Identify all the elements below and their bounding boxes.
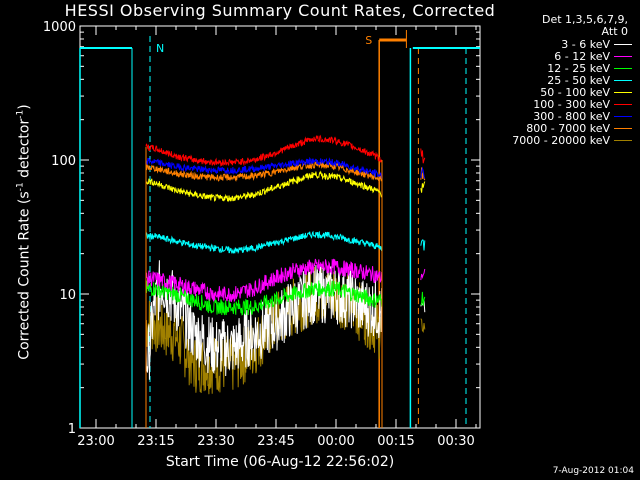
series-line [145, 156, 383, 179]
legend-swatch [614, 91, 632, 93]
plot-frame [79, 25, 481, 429]
x-axis-label: Start Time (06-Aug-12 22:56:02) [165, 454, 395, 470]
series-line [420, 268, 426, 281]
series-line [420, 167, 426, 181]
series-line [145, 280, 383, 316]
legend-item-label: 100 - 300 keV [533, 97, 610, 111]
annotation-n: N [156, 42, 164, 55]
x-tick-label: 23:30 [197, 434, 234, 449]
legend-item: 12 - 25 keV [486, 61, 636, 75]
y-tick-label: 10 [59, 288, 76, 303]
series-line [420, 318, 426, 333]
legend-item-label: 50 - 100 keV [540, 85, 610, 99]
x-tick-label: 00:30 [437, 434, 474, 449]
legend-item: 300 - 800 keV [486, 109, 636, 123]
legend-item: 25 - 50 keV [486, 73, 636, 87]
y-tick-label: 1 [68, 422, 76, 437]
series-line [145, 258, 383, 303]
legend-item-label: 12 - 25 keV [547, 61, 610, 75]
series-line [145, 170, 383, 203]
x-tick-label: 00:15 [377, 434, 414, 449]
legend-item: 7000 - 20000 keV [486, 133, 636, 147]
legend-header-line1: Det 1,3,5,6,7,9, [541, 13, 628, 26]
legend-swatch [614, 103, 632, 105]
legend-item-label: 3 - 6 keV [561, 37, 610, 51]
legend-item: 100 - 300 keV [486, 97, 636, 111]
legend-item-label: 25 - 50 keV [547, 73, 610, 87]
series-line [145, 134, 383, 167]
x-tick-label: 23:45 [257, 434, 294, 449]
series-line [420, 181, 426, 193]
series-line [420, 148, 426, 164]
series-line [420, 239, 426, 251]
series-line [420, 166, 426, 179]
x-tick-label: 00:00 [317, 434, 354, 449]
legend-swatch [614, 67, 632, 69]
legend-swatch [614, 127, 632, 129]
x-tick-label: 23:15 [137, 434, 174, 449]
legend-item-label: 300 - 800 keV [533, 109, 610, 123]
annotation-s: S [365, 34, 372, 47]
y-tick-label: 1000 [43, 20, 76, 35]
y-axis-label-end: ) [16, 104, 33, 110]
legend-swatch [614, 43, 632, 45]
y-axis-label-sup2: -1 [15, 109, 26, 119]
legend-swatch [614, 79, 632, 81]
legend-item: 3 - 6 keV [486, 37, 636, 51]
legend-item: 50 - 100 keV [486, 85, 636, 99]
chart-title: HESSI Observing Summary Count Rates, Cor… [64, 1, 496, 20]
series-line [145, 161, 383, 182]
legend-item: 800 - 7000 keV [486, 121, 636, 135]
legend-swatch [614, 55, 632, 57]
y-axis-label-mid: detector [16, 118, 33, 183]
legend-swatch [614, 139, 632, 141]
legend-item-label: 6 - 12 keV [554, 49, 610, 63]
legend-item-label: 800 - 7000 keV [526, 121, 610, 135]
legend-item-label: 7000 - 20000 keV [512, 133, 610, 147]
y-tick-label: 100 [51, 154, 76, 169]
series-line [420, 291, 426, 306]
legend-item: 6 - 12 keV [486, 49, 636, 63]
legend-header-line2: Att 0 [601, 25, 628, 38]
y-axis-label-sup1: -1 [15, 182, 26, 192]
legend: Det 1,3,5,6,7,9, Att 0 3 - 6 keV 6 - 12 k… [486, 13, 636, 147]
legend-swatch [614, 115, 632, 117]
footer-timestamp: 7-Aug-2012 01:04 [552, 466, 634, 476]
y-axis-label-text: Corrected Count Rate (s [16, 191, 33, 360]
series-line [145, 230, 383, 254]
x-tick-label: 23:00 [77, 434, 114, 449]
